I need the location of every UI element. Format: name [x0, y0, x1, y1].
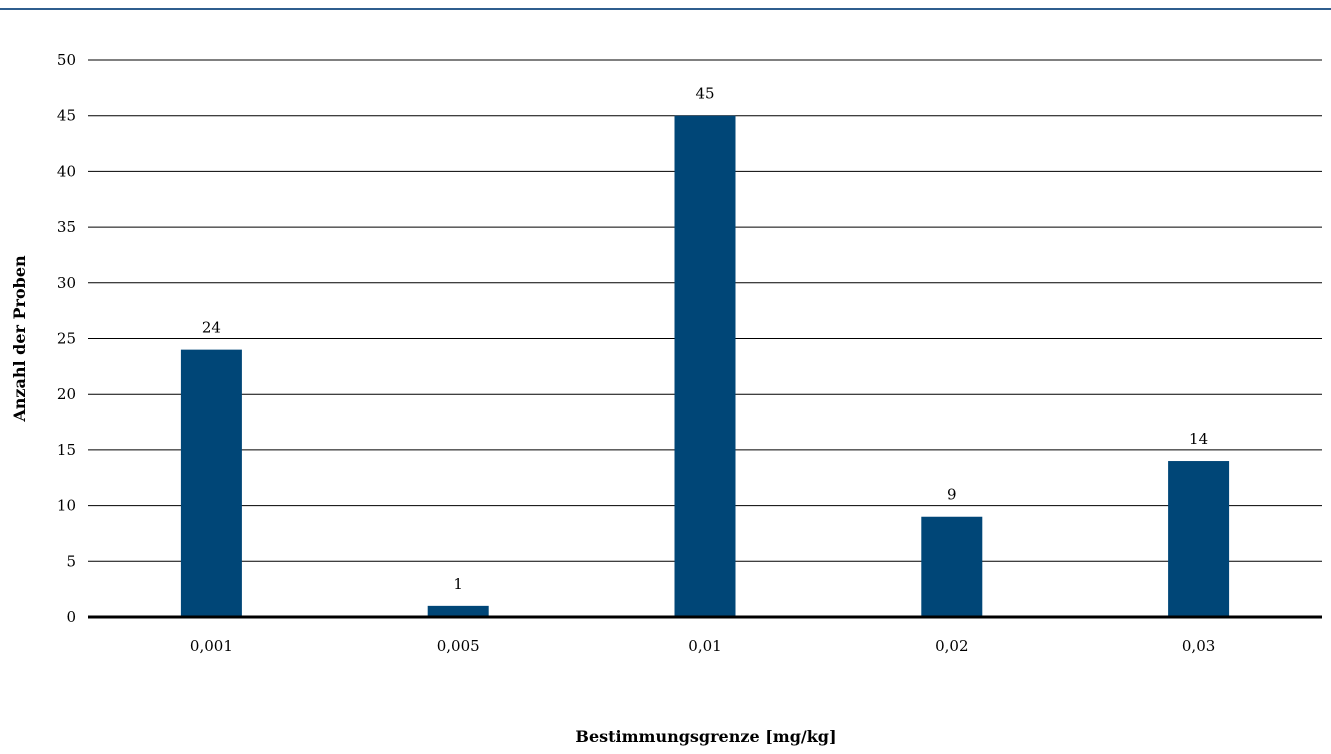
bar — [921, 516, 983, 617]
data-label: 1 — [453, 575, 463, 593]
y-tick-label: 45 — [57, 107, 76, 125]
x-tick-label: 0,03 — [1182, 637, 1215, 655]
bar — [427, 605, 489, 617]
top-rule — [0, 8, 1331, 10]
y-tick-label: 10 — [57, 497, 76, 515]
data-label: 45 — [695, 85, 714, 103]
gridlines — [88, 59, 1322, 562]
data-label: 9 — [947, 486, 957, 504]
x-tick-label: 0,001 — [190, 637, 233, 655]
x-tick-label: 0,005 — [437, 637, 480, 655]
x-axis-title: Bestimmungsgrenze [mg/kg] — [575, 727, 836, 746]
x-tick-label: 0,02 — [935, 637, 968, 655]
y-tick-label: 40 — [57, 162, 76, 180]
data-labels: 24 1 45 9 14 — [202, 85, 1208, 593]
x-tick-labels: 0,001 0,005 0,01 0,02 0,03 — [190, 637, 1215, 655]
y-tick-label: 35 — [57, 218, 76, 236]
y-tick-labels: 0 5 10 15 20 25 30 35 40 45 50 — [57, 51, 76, 626]
y-tick-label: 20 — [57, 385, 76, 403]
bar — [1168, 461, 1230, 617]
bars — [180, 115, 1230, 617]
y-tick-label: 15 — [57, 441, 76, 459]
bar — [180, 349, 242, 617]
data-label: 14 — [1189, 430, 1208, 448]
y-tick-label: 30 — [57, 274, 76, 292]
y-tick-label: 0 — [66, 608, 76, 626]
y-tick-label: 50 — [57, 51, 76, 69]
y-axis-title: Anzahl der Proben — [10, 255, 29, 423]
data-label: 24 — [202, 319, 221, 337]
bar — [674, 115, 736, 617]
x-tick-label: 0,01 — [688, 637, 721, 655]
y-tick-label: 25 — [57, 330, 76, 348]
y-tick-label: 5 — [66, 552, 76, 570]
